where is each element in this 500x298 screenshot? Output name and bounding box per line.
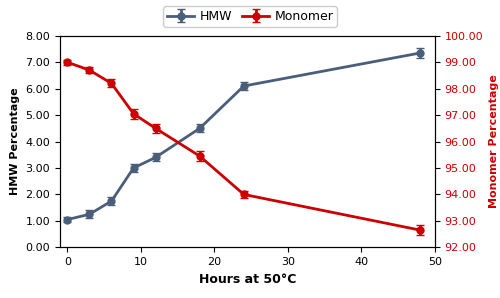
Y-axis label: HMW Percentage: HMW Percentage: [10, 88, 20, 195]
Legend: HMW, Monomer: HMW, Monomer: [163, 6, 337, 27]
X-axis label: Hours at 50°C: Hours at 50°C: [199, 273, 296, 285]
Y-axis label: Monomer Percentage: Monomer Percentage: [489, 75, 499, 208]
